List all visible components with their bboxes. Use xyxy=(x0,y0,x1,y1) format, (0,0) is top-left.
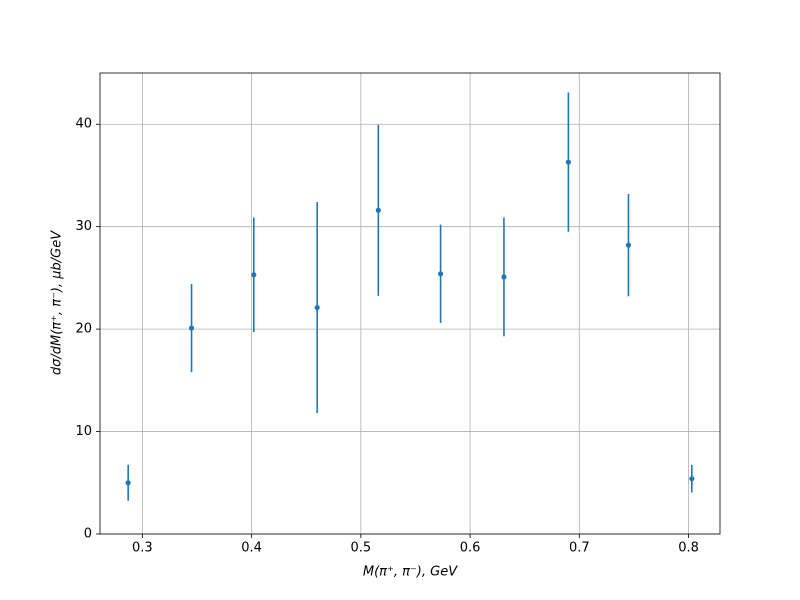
data-point xyxy=(188,325,195,331)
x-tick-label: 0.5 xyxy=(351,541,372,556)
x-tick-label: 0.4 xyxy=(241,541,262,556)
y-tick-label: 0 xyxy=(84,527,92,542)
x-tick-label: 0.8 xyxy=(678,541,699,556)
data-point xyxy=(625,242,632,248)
data-point xyxy=(437,271,444,277)
x-tick-label: 0.3 xyxy=(132,541,153,556)
x-axis-label: M(π⁺, π⁻), GeV xyxy=(363,565,458,580)
y-tick-label: 40 xyxy=(75,117,92,132)
data-point xyxy=(375,207,381,213)
x-tick-label: 0.6 xyxy=(460,541,481,556)
x-tick-label: 0.7 xyxy=(569,541,590,556)
data-point xyxy=(125,480,131,486)
grid-layer xyxy=(100,73,720,535)
data-point xyxy=(501,274,507,280)
data-point xyxy=(251,272,257,278)
y-tick-label: 10 xyxy=(75,424,92,439)
data-point xyxy=(314,304,320,311)
data-point xyxy=(689,476,695,482)
plot-frame xyxy=(99,72,721,535)
data-point xyxy=(565,159,571,165)
y-tick-label: 30 xyxy=(75,219,92,234)
mark-layer xyxy=(125,92,695,501)
y-tick-label: 20 xyxy=(75,322,92,337)
y-axis-label: dσ/dM(π⁺, π⁻), μb/GeV xyxy=(50,230,65,375)
